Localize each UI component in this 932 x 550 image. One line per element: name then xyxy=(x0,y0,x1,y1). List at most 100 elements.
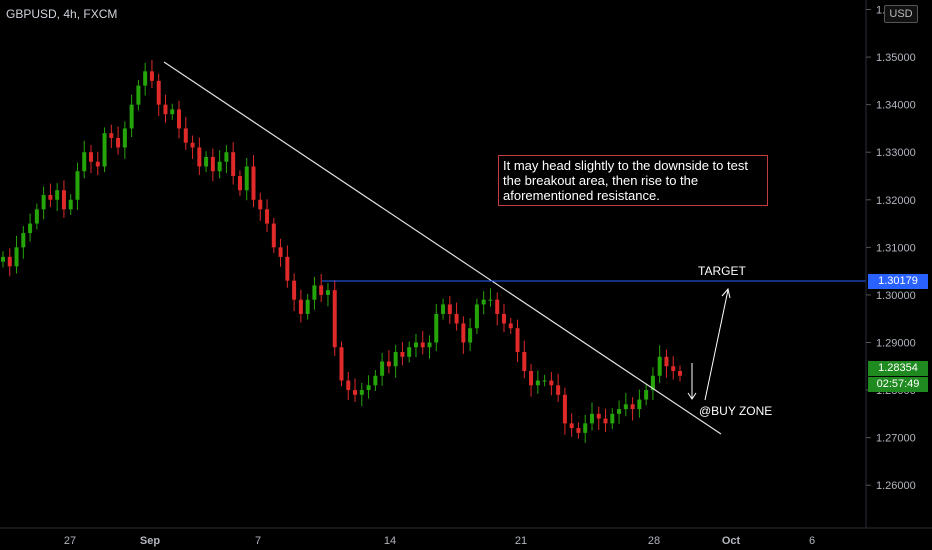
candle-bullish[interactable] xyxy=(589,413,594,424)
candle-bearish[interactable] xyxy=(603,418,608,424)
candle-bearish[interactable] xyxy=(353,390,358,395)
candle-bullish[interactable] xyxy=(102,133,107,167)
candle-bullish[interactable] xyxy=(657,356,662,376)
candle-bearish[interactable] xyxy=(332,290,337,348)
candle-bullish[interactable] xyxy=(380,361,385,376)
candle-bullish[interactable] xyxy=(1,256,5,262)
candle-bearish[interactable] xyxy=(258,199,263,210)
candle-bearish[interactable] xyxy=(454,313,459,324)
candle-bullish[interactable] xyxy=(393,352,398,367)
trendline[interactable] xyxy=(163,61,722,435)
candle-bearish[interactable] xyxy=(556,385,561,395)
candle-bullish[interactable] xyxy=(441,304,446,314)
candle-bearish[interactable] xyxy=(177,109,182,129)
candle-bullish[interactable] xyxy=(535,380,540,386)
candle-bullish[interactable] xyxy=(468,328,473,343)
candle-bullish[interactable] xyxy=(217,161,222,172)
candle-bullish[interactable] xyxy=(481,299,486,305)
candle-bullish[interactable] xyxy=(644,390,649,400)
candle-bullish[interactable] xyxy=(427,342,432,348)
candle-bullish[interactable] xyxy=(68,199,73,210)
candle-bullish[interactable] xyxy=(122,128,127,148)
currency-button[interactable]: USD xyxy=(884,5,918,23)
candle-bearish[interactable] xyxy=(95,161,100,167)
candle-bearish[interactable] xyxy=(61,190,66,210)
candle-bearish[interactable] xyxy=(596,413,601,419)
candle-bullish[interactable] xyxy=(305,299,310,314)
candle-bullish[interactable] xyxy=(82,152,87,172)
candle-bullish[interactable] xyxy=(204,156,209,167)
candle-bullish[interactable] xyxy=(244,166,249,191)
candle-bullish[interactable] xyxy=(129,104,134,129)
candle-bearish[interactable] xyxy=(251,166,256,200)
candle-bullish[interactable] xyxy=(373,375,378,386)
candle-bearish[interactable] xyxy=(678,371,682,376)
candle-bearish[interactable] xyxy=(116,137,121,148)
candle-bearish[interactable] xyxy=(156,80,161,105)
candle-bearish[interactable] xyxy=(7,256,12,267)
candle-bullish[interactable] xyxy=(617,409,622,414)
candle-bearish[interactable] xyxy=(285,256,290,281)
candle-bearish[interactable] xyxy=(508,323,513,329)
candle-bearish[interactable] xyxy=(237,176,242,191)
candle-bearish[interactable] xyxy=(447,304,452,314)
candle-bullish[interactable] xyxy=(325,290,330,295)
candle-bullish[interactable] xyxy=(143,71,148,86)
candle-bullish[interactable] xyxy=(41,195,46,210)
candle-bearish[interactable] xyxy=(549,380,554,386)
candle-bullish[interactable] xyxy=(224,152,229,162)
candle-bullish[interactable] xyxy=(583,423,588,433)
candle-bearish[interactable] xyxy=(149,71,154,81)
candle-bearish[interactable] xyxy=(495,299,500,314)
candle-bullish[interactable] xyxy=(21,233,26,248)
candle-bearish[interactable] xyxy=(265,209,270,224)
candle-bearish[interactable] xyxy=(461,323,466,343)
candle-bullish[interactable] xyxy=(542,380,547,382)
candle-bullish[interactable] xyxy=(637,399,642,410)
candle-bearish[interactable] xyxy=(339,347,344,381)
symbol-label[interactable]: GBPUSD, 4h, FXCM xyxy=(6,7,118,21)
candle-bearish[interactable] xyxy=(501,313,506,324)
candle-bearish[interactable] xyxy=(400,352,405,357)
candle-bullish[interactable] xyxy=(34,209,39,224)
candle-bullish[interactable] xyxy=(474,304,479,329)
candle-bearish[interactable] xyxy=(562,394,567,424)
candle-bearish[interactable] xyxy=(664,356,669,367)
candle-bearish[interactable] xyxy=(278,247,283,257)
candle-bullish[interactable] xyxy=(170,109,175,115)
candle-bearish[interactable] xyxy=(522,352,527,372)
candle-bullish[interactable] xyxy=(623,404,628,410)
candle-bullish[interactable] xyxy=(366,385,371,391)
candle-bearish[interactable] xyxy=(197,147,202,167)
candle-bullish[interactable] xyxy=(650,375,655,391)
candle-bearish[interactable] xyxy=(109,133,114,138)
candle-bearish[interactable] xyxy=(529,371,534,386)
candle-bearish[interactable] xyxy=(292,280,297,300)
candle-bullish[interactable] xyxy=(359,390,364,395)
candle-bearish[interactable] xyxy=(576,428,581,433)
candle-bullish[interactable] xyxy=(610,413,615,424)
candle-bearish[interactable] xyxy=(231,152,236,176)
candle-bearish[interactable] xyxy=(298,299,303,314)
candle-bearish[interactable] xyxy=(319,285,324,295)
candle-bullish[interactable] xyxy=(55,190,60,200)
candle-bearish[interactable] xyxy=(48,195,53,200)
candle-bearish[interactable] xyxy=(163,104,168,115)
candle-bearish[interactable] xyxy=(569,423,574,429)
candle-bullish[interactable] xyxy=(407,347,412,357)
candle-bearish[interactable] xyxy=(671,366,676,372)
candle-bearish[interactable] xyxy=(386,361,391,367)
candle-bearish[interactable] xyxy=(190,142,195,148)
candle-bearish[interactable] xyxy=(183,128,188,143)
candle-bearish[interactable] xyxy=(515,328,520,352)
candle-bearish[interactable] xyxy=(271,223,276,248)
candle-bullish[interactable] xyxy=(14,247,19,267)
candle-bearish[interactable] xyxy=(630,404,635,410)
candle-bullish[interactable] xyxy=(28,223,33,234)
candle-bullish[interactable] xyxy=(136,85,141,105)
candle-bearish[interactable] xyxy=(210,156,215,172)
candle-bullish[interactable] xyxy=(488,299,493,301)
candle-bearish[interactable] xyxy=(420,342,425,348)
candle-bearish[interactable] xyxy=(89,152,94,162)
